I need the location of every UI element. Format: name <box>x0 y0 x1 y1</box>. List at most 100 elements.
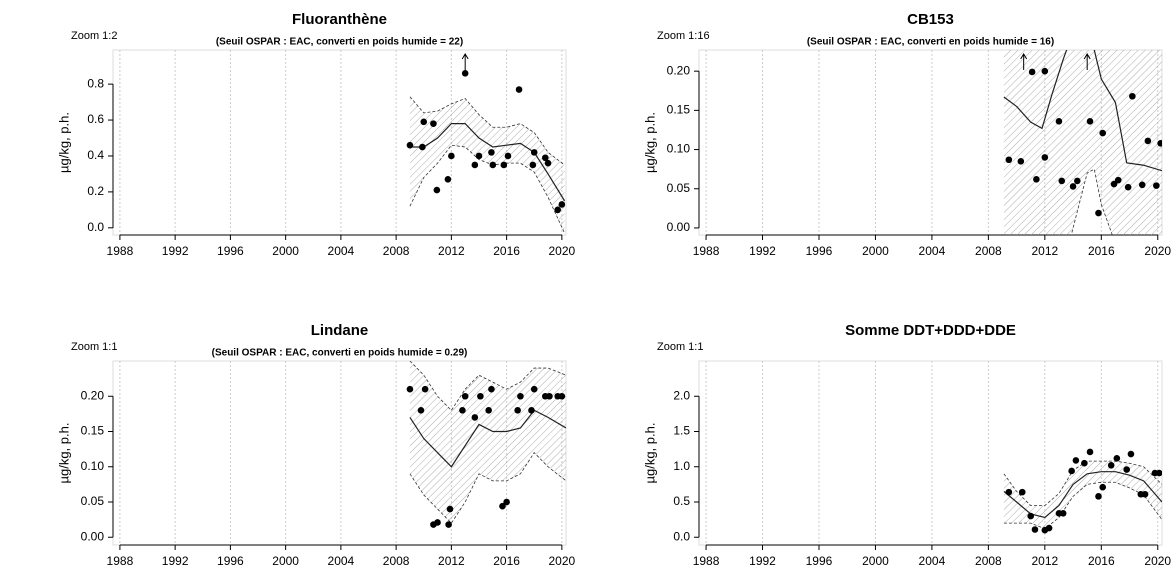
lower-bound <box>409 144 565 234</box>
confidence-band <box>409 96 565 234</box>
x-tick-label: 2020 <box>1144 244 1171 258</box>
y-tick-label: 0.05 <box>667 181 691 195</box>
data-point <box>1068 467 1075 475</box>
data-point <box>558 392 566 400</box>
y-axis-label: µg/kg, p.h. <box>56 423 71 484</box>
data-point <box>1027 512 1035 520</box>
chart-title: Fluoranthène <box>292 11 387 28</box>
y-axis-label: µg/kg, p.h. <box>642 112 657 173</box>
data-point <box>1141 490 1149 498</box>
out-of-range-arrow <box>1083 53 1091 70</box>
data-point <box>1033 176 1040 183</box>
data-point <box>1110 180 1118 188</box>
y-tick-label: 2.0 <box>673 388 690 402</box>
y-tick-label: 0.8 <box>87 76 104 90</box>
chart-subtitle: (Seuil OSPAR : EAC, converti en poids hu… <box>807 37 1054 48</box>
x-tick-label: 1996 <box>217 244 244 258</box>
x-tick-label: 1988 <box>693 244 720 258</box>
y-tick-label: 0.2 <box>87 184 104 198</box>
data-point <box>1055 118 1063 125</box>
x-tick-label: 2016 <box>1088 554 1115 568</box>
data-point <box>500 161 508 169</box>
data-point <box>1099 483 1107 491</box>
data-point <box>515 86 523 93</box>
x-tick-label: 2000 <box>272 554 299 568</box>
data-point <box>420 118 428 126</box>
data-point <box>1123 466 1131 473</box>
x-tick-label: 1996 <box>806 554 833 568</box>
x-tick-label: 1992 <box>162 244 189 258</box>
data-point <box>434 519 441 526</box>
data-point <box>529 161 537 169</box>
data-point <box>546 392 553 400</box>
data-point <box>1081 459 1088 467</box>
chart-subtitle: (Seuil OSPAR : EAC, converti en poids hu… <box>216 37 463 48</box>
data-point <box>1069 183 1077 190</box>
trend-line <box>409 409 566 468</box>
y-tick-label: 0.15 <box>667 103 691 117</box>
data-point <box>446 505 454 513</box>
data-point <box>544 159 552 167</box>
data-point <box>1114 176 1122 184</box>
data-point <box>1099 129 1107 137</box>
data-point <box>1124 183 1132 191</box>
upper-bound <box>1004 0 1162 40</box>
chart-title: Lindane <box>311 322 369 339</box>
zoom-label: Zoom 1:16 <box>657 30 710 42</box>
data-point <box>530 385 538 393</box>
trend-line <box>409 123 566 202</box>
data-point <box>430 120 437 127</box>
y-tick-label: 0.0 <box>87 220 104 234</box>
data-point <box>488 385 495 393</box>
y-tick-label: 0.0 <box>673 529 690 543</box>
zoom-label: Zoom 1:1 <box>71 341 117 353</box>
x-tick-label: 2016 <box>493 554 520 568</box>
x-tick-label: 2008 <box>975 554 1002 568</box>
x-tick-label: 2008 <box>975 244 1002 258</box>
y-tick-label: 0.5 <box>673 494 690 508</box>
y-tick-label: 0.20 <box>667 63 691 77</box>
plot-area <box>1003 0 1162 235</box>
data-point <box>1041 154 1049 161</box>
x-tick-label: 2020 <box>549 554 576 568</box>
data-point <box>477 392 484 400</box>
data-point <box>1086 118 1094 125</box>
y-tick-label: 0.4 <box>87 148 104 162</box>
x-tick-label: 2000 <box>862 244 889 258</box>
data-point <box>406 141 414 149</box>
x-tick-label: 2012 <box>438 554 465 568</box>
data-point <box>1157 139 1162 147</box>
lower-bound <box>409 452 566 524</box>
y-tick-label: 0.00 <box>667 220 691 234</box>
data-point <box>1031 526 1039 533</box>
x-tick-label: 1988 <box>107 244 134 258</box>
data-point <box>448 152 455 160</box>
x-tick-label: 2016 <box>1088 244 1115 258</box>
y-tick-label: 0.05 <box>81 494 105 508</box>
x-tick-label: 2004 <box>328 554 355 568</box>
x-tick-label: 2012 <box>1031 554 1058 568</box>
data-point <box>444 176 452 183</box>
y-tick-label: 0.6 <box>87 112 104 126</box>
plot-area <box>406 361 566 528</box>
chart-subtitle: (Seuil OSPAR : EAC, converti en poids hu… <box>212 348 468 359</box>
data-point <box>488 149 495 156</box>
data-point <box>528 407 535 414</box>
data-point <box>1005 488 1013 496</box>
y-tick-label: 1.0 <box>673 459 690 473</box>
data-point <box>489 161 497 169</box>
data-point <box>1129 92 1136 100</box>
data-point <box>1059 509 1067 517</box>
x-tick-label: 2020 <box>549 244 576 258</box>
data-point <box>554 206 562 214</box>
data-point <box>471 161 479 169</box>
data-point <box>503 498 510 506</box>
confidence-band <box>409 361 566 524</box>
data-point <box>485 407 492 414</box>
data-point <box>1144 137 1152 145</box>
data-point <box>1127 450 1135 458</box>
out-of-range-arrow <box>461 53 469 70</box>
data-point <box>558 201 566 208</box>
data-point <box>1153 182 1160 189</box>
